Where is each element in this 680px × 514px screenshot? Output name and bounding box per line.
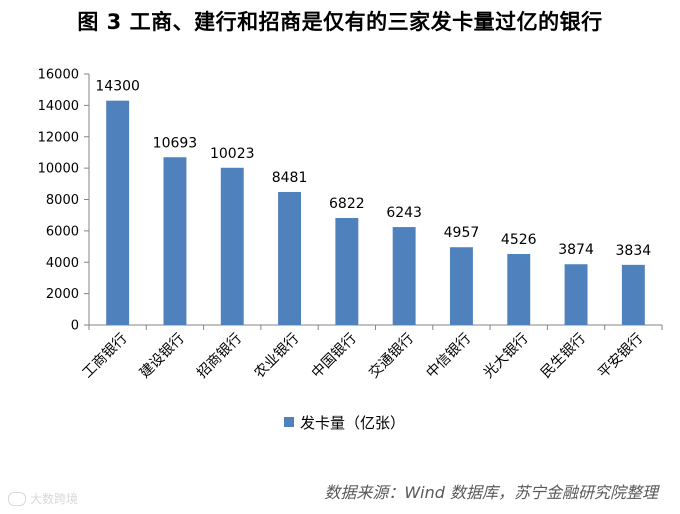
data-label: 8481 [272,170,308,186]
x-tick-label: 平安银行 [595,331,646,382]
data-label: 10023 [210,146,255,162]
bar [163,157,187,325]
data-label: 6822 [329,196,365,212]
x-tick-label: 中信银行 [423,331,474,382]
data-label: 6243 [386,205,422,221]
bar [507,253,531,325]
source-note: 数据来源：Wind 数据库，苏宁金融研究院整理 [324,483,658,502]
data-labels: 14300 10693 10023 8481 6822 6243 4957 4526 3874 3… [95,79,651,259]
y-tick-label: 0 [71,319,79,334]
x-tick-label: 招商银行 [194,331,245,382]
bar [564,264,588,325]
y-tick-label: 12000 [38,130,79,145]
data-label: 14300 [95,79,140,95]
y-tick-label: 4000 [46,256,79,271]
x-tick-label: 农业银行 [251,331,302,382]
logo-mark-icon [8,491,26,506]
data-label: 3874 [558,242,594,258]
data-label: 10693 [153,135,198,151]
watermark-text: 大数跨境 [30,492,79,506]
y-tick-label: 14000 [38,99,79,114]
y-tick-label: 2000 [46,287,79,302]
legend-label: 发卡量（亿张） [300,413,406,432]
y-tick-label: 16000 [38,68,79,83]
x-tick-label: 民生银行 [538,331,589,382]
legend-swatch [284,417,294,427]
x-tick-label: 工商银行 [80,331,131,382]
bar [106,100,130,325]
bar-series [106,100,645,325]
x-tick-label: 光大银行 [481,331,532,382]
legend: 发卡量（亿张） [284,412,405,432]
y-tick-label: 10000 [38,162,79,177]
data-label: 4526 [501,232,537,248]
x-axis: 工商银行 建设银行 招商银行 农业银行 中国银行 交通银行 中信银行 光大银行 民生银行 平安银行 [80,324,663,382]
data-label: 4957 [444,225,480,241]
data-label: 3834 [616,243,652,259]
chart-title: 图 3 工商、建行和招商是仅有的三家发卡量过亿的银行 [77,10,603,34]
bar [335,217,359,325]
bar [278,191,302,325]
y-axis: 0 2000 4000 6000 8000 10000 12000 14000 16000 [38,68,90,334]
y-tick-label: 8000 [46,193,79,208]
bar [392,227,416,325]
x-tick-label: 建设银行 [137,331,188,382]
bar [220,167,244,325]
y-tick-label: 6000 [46,224,79,239]
bar [621,264,645,325]
bar [449,247,473,325]
x-tick-label: 交通银行 [365,330,417,382]
x-tick-label: 中国银行 [309,331,360,382]
watermark: 大数跨境 [8,490,78,507]
